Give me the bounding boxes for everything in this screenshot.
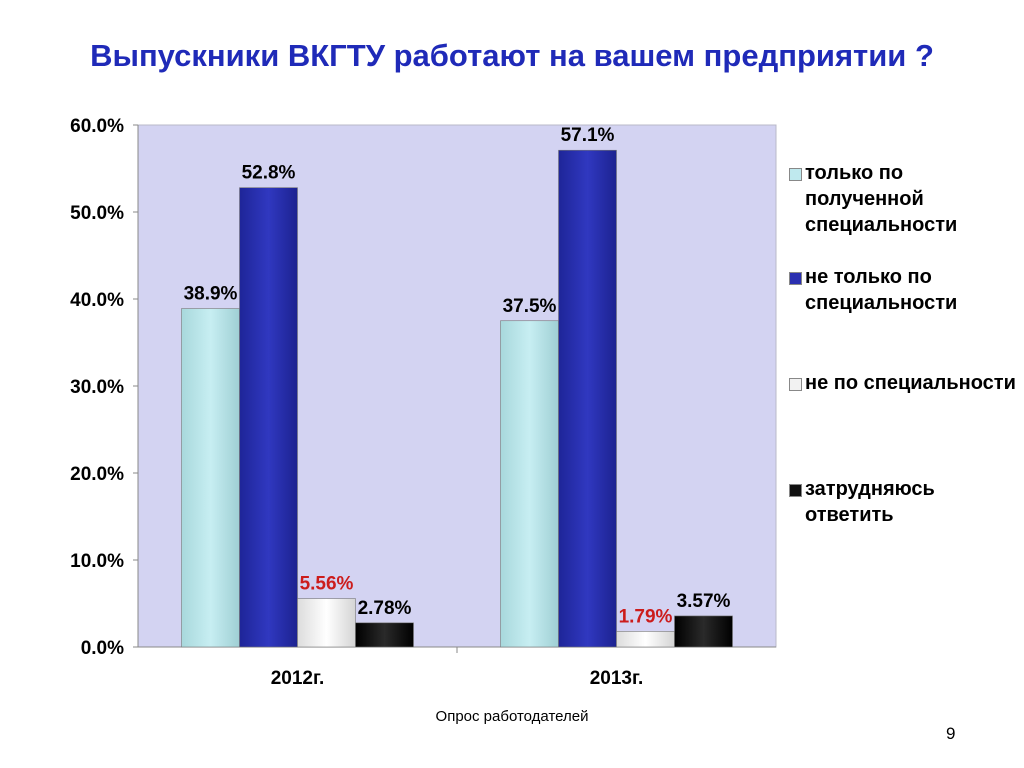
legend-swatch [789, 378, 802, 391]
x-category-label: 2013г. [590, 668, 644, 689]
bar [355, 622, 414, 648]
slide-title: Выпускники ВКГТУ работают на вашем предп… [90, 38, 934, 73]
bar [181, 308, 240, 648]
data-label: 52.8% [242, 163, 296, 184]
data-label: 57.1% [561, 125, 615, 146]
data-label: 1.79% [619, 606, 673, 627]
legend-label: не по специальности [805, 372, 1016, 394]
bar [297, 598, 356, 648]
y-tick-label: 0.0% [81, 638, 124, 659]
legend-label: затрудняюсь ответить [805, 478, 935, 526]
legend-label: не только по специальности [805, 266, 958, 314]
data-label: 37.5% [503, 296, 557, 317]
bar [558, 149, 617, 648]
legend-swatch [789, 484, 802, 497]
legend-swatch [789, 272, 802, 285]
data-label: 3.57% [677, 591, 731, 612]
data-label: 5.56% [300, 574, 354, 595]
y-tick-label: 30.0% [70, 377, 124, 398]
x-category-label: 2012г. [271, 668, 325, 689]
bar [239, 187, 298, 648]
y-tick-label: 50.0% [70, 203, 124, 224]
data-label: 2.78% [358, 598, 412, 619]
footer-caption: Опрос работодателей [435, 708, 589, 725]
y-tick-label: 20.0% [70, 464, 124, 485]
data-label: 38.9% [184, 284, 238, 305]
legend-swatch [789, 168, 802, 181]
page-number: 9 [946, 724, 956, 743]
y-tick-label: 10.0% [70, 551, 124, 572]
bar [674, 615, 733, 648]
bar [500, 320, 559, 648]
bar [616, 631, 675, 648]
legend-label: только по полученной специальности [805, 162, 958, 236]
y-tick-label: 40.0% [70, 290, 124, 311]
y-tick-label: 60.0% [70, 116, 124, 137]
